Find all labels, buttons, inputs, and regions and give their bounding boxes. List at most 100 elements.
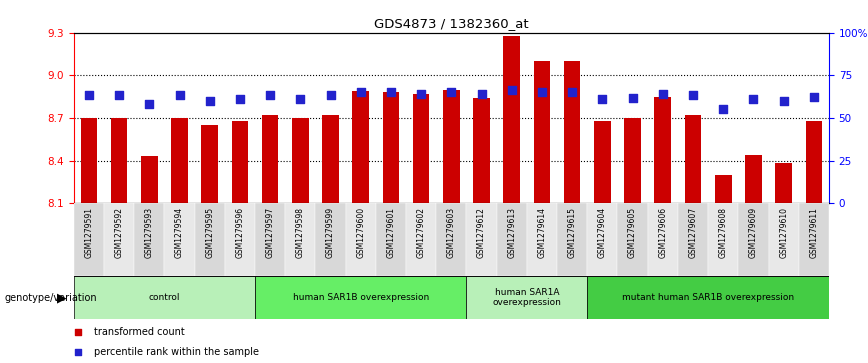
Bar (81, 118, 97, 203)
Point (686, 92, 700, 98)
Text: GSM1279601: GSM1279601 (386, 207, 396, 258)
Text: GSM1279608: GSM1279608 (719, 207, 727, 258)
Bar (708, 203, 739, 276)
Bar (715, 175, 732, 203)
Text: GSM1279597: GSM1279597 (266, 207, 274, 258)
Bar (104, 203, 135, 276)
Bar (685, 115, 701, 203)
Bar (225, 203, 255, 276)
Bar (775, 163, 792, 203)
Text: GSM1279609: GSM1279609 (749, 207, 758, 258)
Text: GSM1279611: GSM1279611 (809, 207, 819, 258)
Text: GSM1279605: GSM1279605 (628, 207, 637, 258)
Point (293, 97, 307, 102)
Bar (135, 203, 164, 276)
Text: GSM1279594: GSM1279594 (175, 207, 184, 258)
Point (626, 95, 640, 101)
Text: control: control (148, 293, 181, 302)
Bar (255, 203, 286, 276)
Text: GSM1279613: GSM1279613 (507, 207, 516, 258)
Bar (352, 91, 369, 203)
Bar (443, 90, 460, 203)
Bar (557, 203, 588, 276)
Bar (768, 203, 799, 276)
Bar (141, 156, 158, 203)
Bar (413, 94, 430, 203)
Bar (345, 203, 376, 276)
Point (475, 91, 489, 97)
Bar (292, 118, 309, 203)
Bar (806, 121, 822, 203)
Point (142, 101, 156, 107)
Bar (383, 92, 399, 203)
Point (173, 92, 187, 98)
Point (203, 98, 217, 104)
Bar (678, 203, 708, 276)
Point (505, 87, 519, 93)
Bar (534, 61, 550, 203)
Point (535, 89, 549, 95)
Text: human SAR1A
overexpression: human SAR1A overexpression (492, 288, 562, 307)
Point (82, 92, 95, 98)
Point (233, 97, 247, 102)
Bar (286, 203, 315, 276)
Point (656, 91, 670, 97)
Point (777, 98, 791, 104)
Point (565, 89, 579, 95)
Bar (74, 276, 255, 319)
Text: transformed count: transformed count (94, 327, 185, 337)
Point (71, 329, 85, 335)
Point (595, 97, 609, 102)
Text: percentile rank within the sample: percentile rank within the sample (94, 347, 259, 357)
Bar (624, 118, 641, 203)
Bar (74, 203, 104, 276)
Point (414, 91, 428, 97)
Text: genotype/variation: genotype/variation (4, 293, 97, 303)
Text: GSM1279599: GSM1279599 (326, 207, 335, 258)
Bar (588, 203, 617, 276)
Bar (406, 203, 437, 276)
Text: GSM1279591: GSM1279591 (84, 207, 94, 258)
Text: GSM1279612: GSM1279612 (477, 207, 486, 258)
Bar (437, 203, 466, 276)
Bar (315, 203, 345, 276)
Bar (111, 118, 128, 203)
Bar (594, 121, 611, 203)
Text: GSM1279598: GSM1279598 (296, 207, 305, 258)
Bar (376, 203, 406, 276)
Bar (739, 203, 768, 276)
Text: GSM1279592: GSM1279592 (115, 207, 123, 258)
Text: GSM1279615: GSM1279615 (568, 207, 576, 258)
Title: GDS4873 / 1382360_at: GDS4873 / 1382360_at (374, 17, 529, 30)
Text: human SAR1B overexpression: human SAR1B overexpression (293, 293, 429, 302)
Bar (503, 36, 520, 203)
Bar (194, 203, 225, 276)
Text: GSM1279606: GSM1279606 (658, 207, 667, 258)
Bar (527, 203, 557, 276)
Text: GSM1279596: GSM1279596 (235, 207, 245, 258)
Point (746, 97, 760, 102)
Bar (564, 61, 581, 203)
Point (716, 107, 730, 113)
Text: GSM1279602: GSM1279602 (417, 207, 425, 258)
Bar (496, 203, 527, 276)
Bar (745, 155, 762, 203)
Bar (799, 203, 829, 276)
Point (324, 92, 338, 98)
Point (71, 349, 85, 355)
Bar (255, 276, 466, 319)
Bar (473, 98, 490, 203)
Text: mutant human SAR1B overexpression: mutant human SAR1B overexpression (622, 293, 794, 302)
Bar (201, 125, 218, 203)
Text: GSM1279593: GSM1279593 (145, 207, 154, 258)
Text: GSM1279595: GSM1279595 (205, 207, 214, 258)
Text: GSM1279604: GSM1279604 (598, 207, 607, 258)
Text: ▶: ▶ (57, 291, 67, 304)
Bar (654, 97, 671, 203)
Point (807, 94, 821, 99)
Bar (232, 121, 248, 203)
Point (263, 92, 277, 98)
Text: GSM1279603: GSM1279603 (447, 207, 456, 258)
Bar (617, 203, 648, 276)
Text: GSM1279614: GSM1279614 (537, 207, 547, 258)
